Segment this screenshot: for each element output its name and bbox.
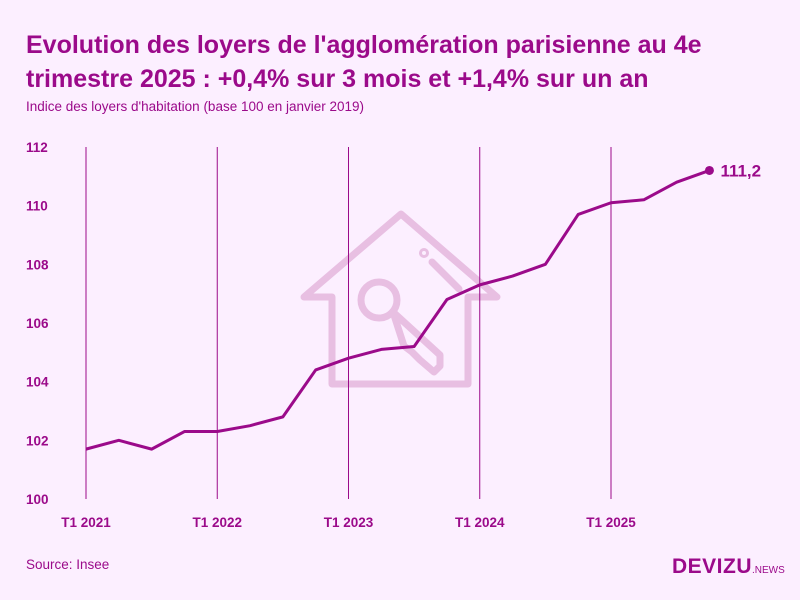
y-tick-label: 112 <box>26 140 48 155</box>
chart-subtitle: Indice des loyers d'habitation (base 100… <box>26 99 365 114</box>
house-key-icon <box>300 210 501 388</box>
x-tick-label: T1 2025 <box>586 515 636 530</box>
y-tick-label: 104 <box>26 375 49 390</box>
data-point <box>704 165 714 175</box>
x-tick-label: T1 2023 <box>324 515 374 530</box>
x-tick-label: T1 2022 <box>192 515 242 530</box>
y-tick-label: 100 <box>26 492 49 507</box>
chart-title: Evolution des loyers de l'agglomération … <box>26 31 702 93</box>
y-tick-label: 108 <box>26 257 49 272</box>
logo-main: DEVIZU <box>672 555 753 578</box>
y-tick-label: 102 <box>26 433 49 448</box>
y-tick-label: 110 <box>26 199 48 214</box>
series-line <box>85 169 710 451</box>
y-tick-label: 106 <box>26 316 49 331</box>
devizu-logo: DEVIZU.NEWS <box>672 555 785 579</box>
logo-suffix: .NEWS <box>752 565 785 576</box>
x-tick-label: T1 2021 <box>61 515 111 530</box>
source-note: Source: Insee <box>26 557 110 572</box>
x-tick-label: T1 2024 <box>455 515 505 530</box>
end-value-label: 111,2 <box>720 161 761 180</box>
